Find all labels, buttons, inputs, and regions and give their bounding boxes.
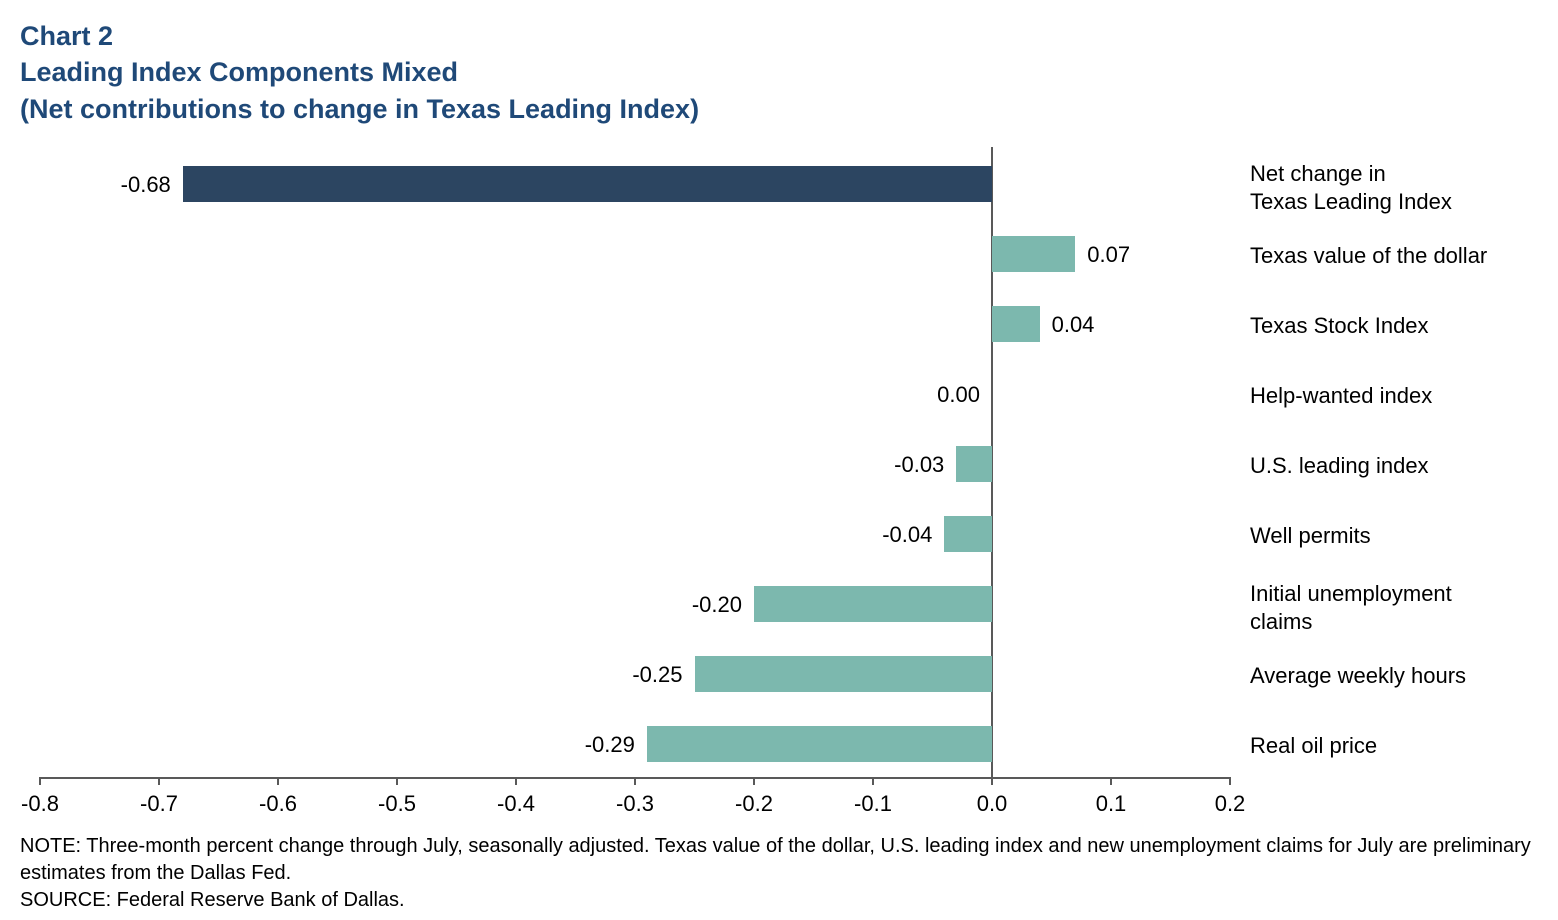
x-axis-tick-label: -0.1 bbox=[854, 791, 892, 817]
x-axis-tick bbox=[991, 777, 993, 785]
bar-value-label: 0.00 bbox=[937, 382, 980, 408]
bar-value-label: 0.07 bbox=[1087, 242, 1130, 268]
x-axis-tick bbox=[634, 777, 636, 785]
footnote-source: SOURCE: Federal Reserve Bank of Dallas. bbox=[20, 887, 1538, 914]
x-axis-tick-label: 0.0 bbox=[977, 791, 1008, 817]
bar-value-label: -0.20 bbox=[692, 592, 742, 618]
category-label: U.S. leading index bbox=[1250, 452, 1429, 480]
x-axis-tick bbox=[515, 777, 517, 785]
bar bbox=[956, 446, 992, 482]
x-axis-tick-label: -0.8 bbox=[21, 791, 59, 817]
x-axis-tick bbox=[753, 777, 755, 785]
category-label: Net change inTexas Leading Index bbox=[1250, 160, 1452, 215]
chart-footnote: NOTE: Three-month percent change through… bbox=[20, 833, 1538, 914]
bar bbox=[695, 656, 993, 692]
x-axis-tick bbox=[1110, 777, 1112, 785]
category-label: Texas Stock Index bbox=[1250, 312, 1429, 340]
chart-title-block: Chart 2 Leading Index Components Mixed (… bbox=[20, 18, 1538, 127]
category-label: Average weekly hours bbox=[1250, 662, 1466, 690]
chart-area: -0.8 -0.7 -0.6 -0.5 -0.4 -0.3 -0.2 -0.1 0.0 0.1 0.… bbox=[20, 137, 1538, 827]
category-label: Initial unemploymentclaims bbox=[1250, 580, 1452, 635]
x-axis-tick-label: -0.2 bbox=[735, 791, 773, 817]
bar bbox=[183, 166, 992, 202]
x-axis-tick-label: -0.3 bbox=[616, 791, 654, 817]
category-label: Texas value of the dollar bbox=[1250, 242, 1487, 270]
chart-number: Chart 2 bbox=[20, 18, 1538, 54]
category-label: Real oil price bbox=[1250, 732, 1377, 760]
x-axis-tick bbox=[1229, 777, 1231, 785]
x-axis-tick bbox=[872, 777, 874, 785]
bar-value-label: -0.03 bbox=[894, 452, 944, 478]
chart-subtitle: (Net contributions to change in Texas Le… bbox=[20, 91, 1538, 127]
x-axis-tick bbox=[158, 777, 160, 785]
category-label: Help-wanted index bbox=[1250, 382, 1432, 410]
category-label: Well permits bbox=[1250, 522, 1371, 550]
plot-region: -0.8-0.7-0.6-0.5-0.4-0.3-0.2-0.10.00.10.… bbox=[40, 147, 1230, 825]
x-axis-tick-label: 0.1 bbox=[1096, 791, 1127, 817]
x-axis-tick bbox=[396, 777, 398, 785]
bar-value-label: -0.25 bbox=[632, 662, 682, 688]
chart-title: Leading Index Components Mixed bbox=[20, 54, 1538, 90]
bar-value-label: -0.29 bbox=[585, 732, 635, 758]
footnote-note: NOTE: Three-month percent change through… bbox=[20, 833, 1538, 887]
bar bbox=[992, 236, 1075, 272]
bar-value-label: -0.04 bbox=[882, 522, 932, 548]
x-axis-tick-label: -0.5 bbox=[378, 791, 416, 817]
x-axis-tick bbox=[39, 777, 41, 785]
x-axis-tick bbox=[277, 777, 279, 785]
x-axis-tick-label: -0.6 bbox=[259, 791, 297, 817]
bar-value-label: 0.04 bbox=[1052, 312, 1095, 338]
x-axis-tick-label: -0.4 bbox=[497, 791, 535, 817]
bar-value-label: -0.68 bbox=[121, 172, 171, 198]
bar bbox=[647, 726, 992, 762]
bar bbox=[754, 586, 992, 622]
bar bbox=[944, 516, 992, 552]
bar bbox=[992, 306, 1040, 342]
x-axis-tick-label: 0.2 bbox=[1215, 791, 1246, 817]
x-axis-tick-label: -0.7 bbox=[140, 791, 178, 817]
